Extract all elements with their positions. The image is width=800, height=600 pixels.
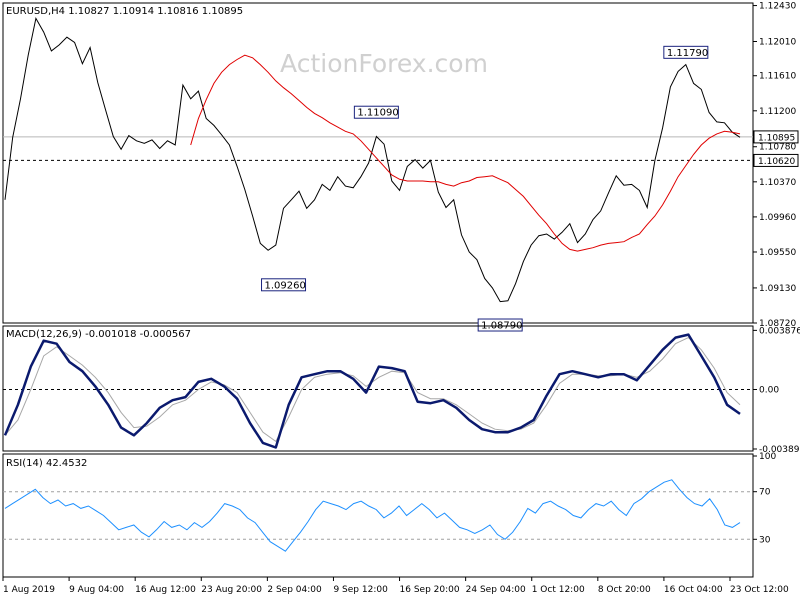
price-annotation-label: 1.09260 [265,280,306,291]
price-tick-label: 1.10370 [759,178,796,188]
rsi-tick-label: 70 [759,488,771,498]
macd-axis: 0.003876 0.00 -0.003899 [753,326,800,455]
rsi-axis: 100 70 30 [753,452,776,545]
price-tick-label: 1.12010 [759,38,796,48]
price-panel-frame [2,2,754,324]
price-marker-box [753,130,799,144]
price-tick-label: 1.11610 [759,72,796,82]
price-annotation-label: 1.11790 [667,48,708,59]
price-annotation-box [477,318,523,332]
time-tick-label: 16 Sep 20:00 [400,585,460,595]
macd-panel-frame [2,325,754,452]
price-tick-label: 1.10780 [759,143,796,153]
price-annotation-box [353,105,399,119]
rsi-label: RSI(14) 42.4532 [6,458,87,469]
macd-series [3,333,741,449]
price-tick-label: 1.09130 [759,284,796,294]
rsi-tick-label: 100 [759,452,776,462]
price-tick-label: 1.09960 [759,213,796,223]
macd-tick-label: 0.00 [759,386,779,396]
price-axis: 1.12430 1.12010 1.11610 1.11200 1.10780 1.103… [753,2,799,329]
time-tick-label: 16 Oct 04:00 [664,585,723,595]
price-annotation-box [261,278,307,292]
time-axis: 1 Aug 2019 9 Aug 04:00 16 Aug 12:00 23 Aug … [2,577,789,595]
rsi-level-lines [3,491,753,540]
time-tick-label: 9 Sep 12:00 [333,585,388,595]
time-tick-label: 9 Aug 04:00 [69,585,124,595]
time-tick-label: 8 Oct 20:00 [598,585,651,595]
price-series [4,17,741,303]
macd-panel: MACD(12,26,9) -0.001018 -0.000567 0.0038… [2,325,800,455]
time-tick-label: 16 Aug 12:00 [135,585,196,595]
chart-title: EURUSD,H4 1.10827 1.10914 1.10816 1.1089… [6,6,243,17]
macd-label: MACD(12,26,9) -0.001018 -0.000567 [6,329,191,340]
price-tick-label: 1.08720 [759,319,796,329]
price-annotation-label: 1.11090 [357,108,398,119]
macd-tick-label: -0.003899 [759,445,800,455]
price-marker-label: 1.10895 [758,133,795,143]
price-marker-box [753,153,799,167]
rsi-panel-frame [2,453,754,578]
rsi-panel: RSI(14) 42.4532 100 70 30 [2,452,776,578]
time-tick-label: 1 Oct 12:00 [532,585,585,595]
rsi-series [4,479,741,552]
price-annotation-box [663,45,709,59]
macd-tick-label: 0.003876 [759,326,800,336]
time-tick-label: 23 Aug 20:00 [201,585,262,595]
time-tick-label: 24 Sep 04:00 [466,585,526,595]
price-tick-label: 1.09550 [759,248,796,258]
watermark: ActionForex.com [280,49,488,78]
price-marker-label: 1.10620 [758,157,795,167]
rsi-tick-label: 30 [759,535,771,545]
time-tick-label: 2 Sep 04:00 [267,585,322,595]
moving-average-series [190,54,741,252]
time-tick-label: 23 Oct 12:00 [730,585,789,595]
price-tick-label: 1.11200 [759,107,796,117]
price-tick-label: 1.12430 [759,2,796,12]
time-tick-label: 1 Aug 2019 [3,585,55,595]
